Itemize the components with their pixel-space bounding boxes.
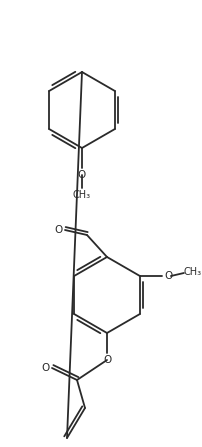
Text: O: O [78, 170, 86, 180]
Text: O: O [42, 363, 50, 373]
Text: O: O [103, 355, 112, 365]
Text: CH₃: CH₃ [73, 190, 91, 200]
Text: O: O [163, 271, 171, 281]
Text: CH₃: CH₃ [183, 267, 201, 277]
Text: O: O [55, 225, 63, 235]
